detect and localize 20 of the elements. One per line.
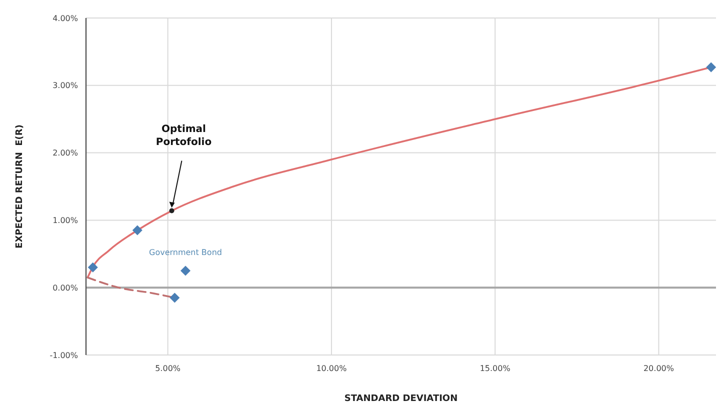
annotation: Optimal Portofolio — [156, 124, 212, 148]
x-axis-title: STANDARD DEVIATION — [344, 394, 458, 404]
x-tick-label: 15.00% — [480, 364, 511, 373]
y-tick-label: 3.00% — [52, 81, 78, 90]
y-tick-label: 4.00% — [52, 14, 78, 23]
x-tick-label: 5.00% — [155, 364, 181, 373]
point — [132, 225, 142, 236]
y-tick-label: 2.00% — [52, 148, 78, 158]
x-tick-label: 10.00% — [316, 364, 348, 373]
annotation: Government Bond — [149, 248, 222, 257]
y-tick-label: -1.00% — [50, 350, 78, 360]
point — [88, 262, 98, 272]
point — [180, 266, 190, 276]
y-tick-label: 1.00% — [52, 216, 78, 225]
y-axis-title: EXPECTED RETURN E(R) — [15, 124, 25, 248]
y-tick-label: 0.00% — [52, 283, 78, 292]
point — [169, 208, 174, 214]
point — [706, 62, 716, 72]
x-tick-label: 20.00% — [643, 364, 674, 373]
point — [170, 292, 180, 303]
